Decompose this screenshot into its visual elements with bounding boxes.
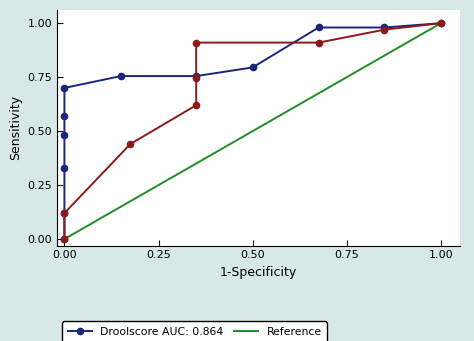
Y-axis label: Sensitivity: Sensitivity: [9, 95, 22, 160]
Legend: Droolscore AUC: 0.864, Zargar AUC: 0.775, Reference: Droolscore AUC: 0.864, Zargar AUC: 0.775…: [62, 322, 328, 341]
X-axis label: 1-Specificity: 1-Specificity: [220, 266, 297, 279]
